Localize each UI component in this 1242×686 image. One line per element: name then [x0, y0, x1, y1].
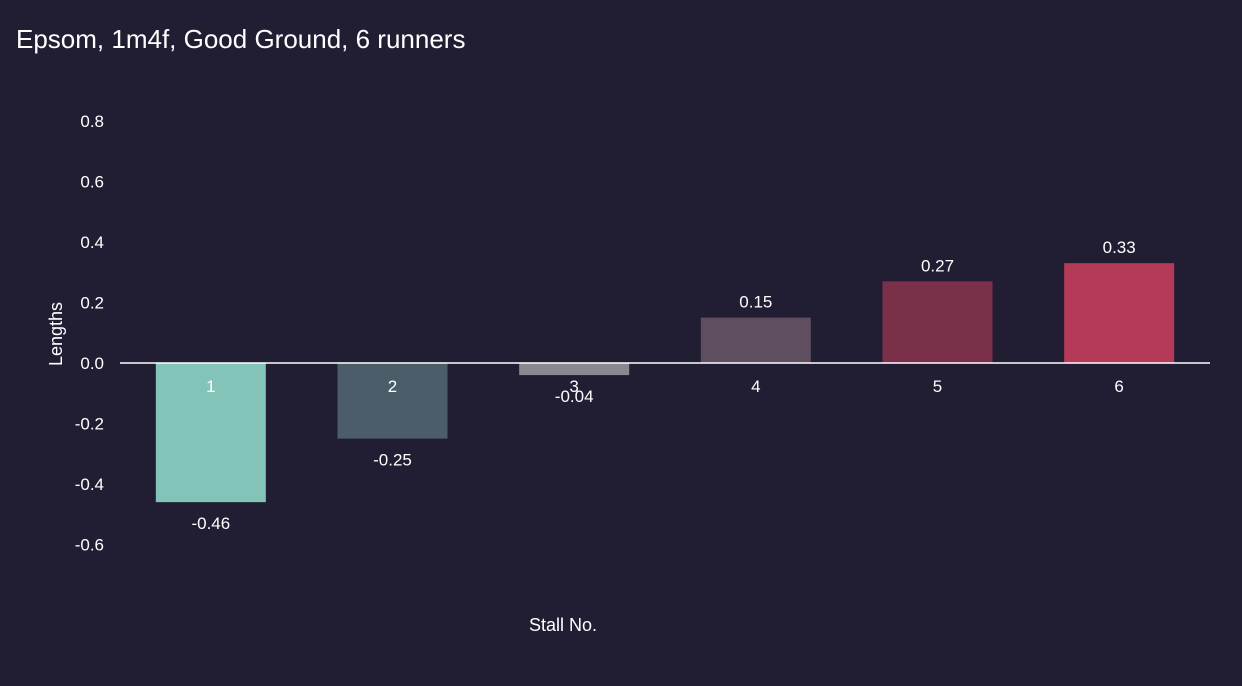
x-tick-label: 3 — [569, 377, 578, 396]
data-labels: -0.46 -0.25 -0.04 0.15 0.27 0.33 — [191, 238, 1135, 533]
x-tick-label: 1 — [206, 377, 215, 396]
x-tick-label: 5 — [933, 377, 942, 396]
y-tick-label: 0.4 — [80, 233, 104, 252]
data-label: -0.25 — [373, 451, 412, 470]
bar-stall-6 — [1064, 263, 1175, 363]
data-label: 0.27 — [921, 256, 954, 275]
data-label: 0.15 — [739, 293, 772, 312]
bars-group — [155, 263, 1175, 503]
data-label: -0.04 — [555, 387, 594, 406]
y-tick-label: 0.6 — [80, 173, 104, 192]
y-tick-label: 0.8 — [80, 112, 104, 131]
bar-stall-3 — [519, 363, 630, 376]
y-tick-label: -0.2 — [75, 415, 104, 434]
x-tick-label: 6 — [1114, 377, 1123, 396]
x-axis-label: Stall No. — [529, 615, 597, 635]
y-axis-label: Lengths — [46, 302, 66, 366]
bar-stall-1 — [155, 363, 266, 503]
data-label: -0.46 — [191, 514, 230, 533]
bar-stall-2 — [337, 363, 448, 439]
x-tick-label: 2 — [388, 377, 397, 396]
y-tick-label: 0.2 — [80, 294, 104, 313]
y-axis: -0.6 -0.4 -0.2 0.0 0.2 0.4 0.6 0.8 — [75, 112, 104, 555]
y-tick-label: 0.0 — [80, 354, 104, 373]
bar-stall-5 — [882, 281, 993, 363]
bar-stall-4 — [700, 317, 811, 363]
x-tick-label: 4 — [751, 377, 760, 396]
y-tick-label: -0.4 — [75, 475, 104, 494]
chart-title: Epsom, 1m4f, Good Ground, 6 runners — [16, 24, 465, 54]
x-axis: 1 2 3 4 5 6 — [206, 377, 1124, 396]
y-tick-label: -0.6 — [75, 536, 104, 555]
data-label: 0.33 — [1103, 238, 1136, 257]
